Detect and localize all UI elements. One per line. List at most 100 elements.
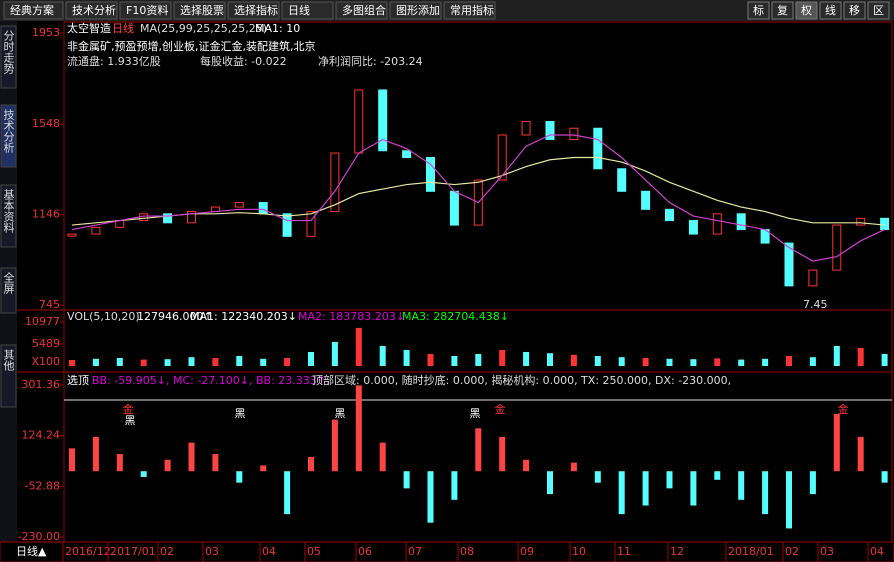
period: 日线 (112, 21, 134, 35)
panel-header: MA3: 282704.438↓ (402, 310, 509, 323)
side-tab[interactable] (0, 267, 17, 314)
toolbar-button[interactable] (173, 1, 226, 20)
toolbar-label[interactable]: 技术分析 (72, 3, 116, 17)
bar (857, 347, 864, 366)
bar (164, 459, 171, 472)
toolbar-button[interactable] (771, 1, 794, 20)
bar (451, 355, 458, 366)
y-tick-label: -52.88 (25, 479, 60, 492)
toolbar-button[interactable] (227, 1, 280, 20)
bar (331, 341, 338, 366)
toolbar-label[interactable]: 经典方案 (10, 3, 54, 17)
bar (690, 359, 697, 366)
indicator-name: MA(25,99,25,25,25,25) (140, 22, 267, 35)
toolbar-button[interactable] (747, 1, 770, 20)
bar (140, 471, 147, 477)
toolbar-button[interactable] (819, 1, 842, 20)
date-label: 04 (870, 545, 884, 558)
panel-header: VOL(5,10,20) (67, 310, 140, 323)
toolbar-label[interactable]: F10资料 (126, 3, 168, 17)
bar (355, 327, 362, 366)
candle (665, 208, 674, 222)
side-tab-label[interactable]: 技术分析 (2, 109, 15, 154)
bar (881, 471, 888, 483)
date-label: 2016/12 (65, 545, 111, 558)
date-label: 08 (460, 545, 474, 558)
bar (69, 359, 75, 366)
bar (666, 358, 673, 366)
bar (547, 353, 553, 366)
toolbar-label[interactable]: 多图组合 (342, 3, 386, 17)
candle (545, 120, 555, 141)
side-tab-label[interactable]: 全屏 (2, 271, 15, 295)
candle (402, 150, 412, 159)
bar (881, 353, 888, 366)
y-tick-label: 1953 (32, 26, 60, 39)
y-tick-label: 745 (39, 298, 60, 311)
toolbar-label[interactable]: 权 (801, 4, 812, 17)
signal-marker: 金 (123, 402, 134, 416)
bar (523, 459, 530, 472)
toolbar-button[interactable] (65, 1, 118, 20)
date-label: 02 (160, 545, 174, 558)
candle (808, 269, 818, 287)
toolbar-button[interactable] (843, 1, 866, 20)
toolbar-button[interactable] (281, 1, 334, 20)
toolbar-button[interactable] (335, 1, 388, 20)
candle (569, 127, 579, 141)
date-label: 2018/01 (728, 545, 774, 558)
bar (355, 385, 362, 472)
toolbar-button[interactable] (389, 1, 442, 20)
bar (786, 355, 792, 366)
toolbar-label[interactable]: 选择股票 (180, 3, 224, 17)
side-tab-label[interactable]: 分时走势 (2, 30, 15, 74)
side-tab-label[interactable]: 基本资料 (2, 189, 15, 234)
bar (762, 471, 769, 515)
panel-header: 顶部区域: 0.000, 随时抄底: 0.000, 揭秘机构: 0.000, T… (312, 373, 731, 387)
toolbar-button[interactable] (795, 1, 818, 20)
toolbar-label[interactable]: 图形添加 (396, 3, 440, 17)
toolbar-label[interactable]: 日线 (288, 3, 310, 17)
date-label: 07 (408, 545, 422, 558)
bar (308, 456, 314, 472)
bar (379, 345, 386, 366)
candle (617, 168, 627, 192)
side-tab-label[interactable]: 其他 (2, 349, 15, 371)
candle (282, 213, 292, 237)
bar (116, 454, 123, 472)
period-switch[interactable]: 日线▲ (16, 544, 47, 558)
date-label: 03 (820, 545, 834, 558)
toolbar-label[interactable]: 常用指标 (450, 3, 494, 17)
panel-header: BB: -59.905↓, MC: -27.100↓, BB: 23.333↑, (92, 374, 330, 387)
toolbar-label[interactable]: 移 (849, 4, 860, 17)
date-label: 03 (205, 545, 219, 558)
toolbar-label[interactable]: 复 (777, 3, 788, 17)
side-tab[interactable] (0, 344, 17, 408)
toolbar-button[interactable] (119, 1, 172, 20)
bar (499, 349, 506, 366)
toolbar-button[interactable] (3, 1, 64, 20)
candle (67, 233, 77, 237)
ma-label: MA1: 10 (255, 22, 300, 35)
bar (427, 353, 434, 366)
bar (833, 345, 840, 366)
side-tab[interactable] (0, 104, 17, 168)
date-label: 06 (358, 545, 372, 558)
date-label: 09 (520, 545, 534, 558)
info: 净利润同比: -203.24 (318, 54, 423, 68)
bar (523, 351, 530, 366)
candle (330, 152, 340, 213)
toolbar-button[interactable] (867, 1, 890, 20)
toolbar-label[interactable]: 线 (825, 3, 836, 17)
candle (426, 157, 435, 192)
candle (258, 202, 268, 215)
candle (378, 89, 388, 152)
side-tab[interactable] (0, 184, 17, 248)
bar (260, 358, 267, 366)
toolbar-button[interactable] (443, 1, 496, 20)
toolbar-label[interactable]: 选择指标 (234, 3, 278, 17)
toolbar-label[interactable]: 标 (753, 3, 764, 17)
side-tab[interactable] (0, 25, 17, 89)
toolbar-label[interactable]: 区 (873, 4, 884, 17)
